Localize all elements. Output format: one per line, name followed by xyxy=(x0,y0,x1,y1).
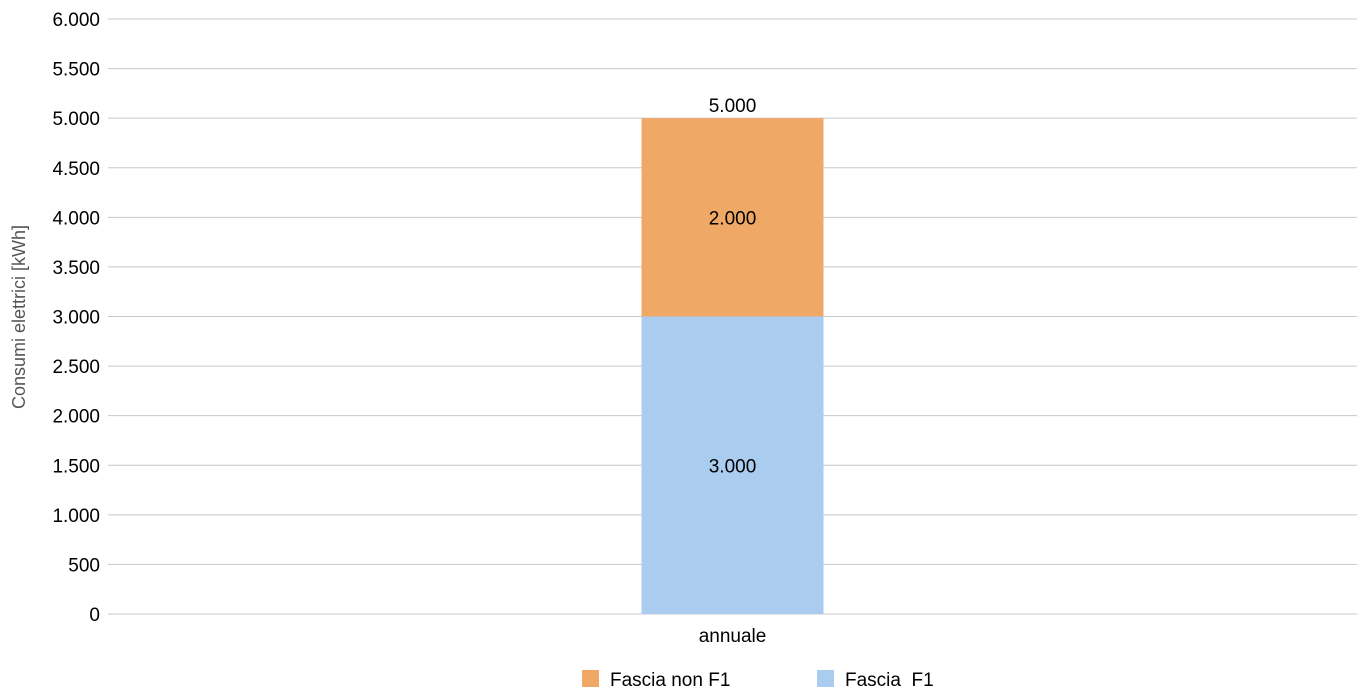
legend: Fascia non F1 Fascia F1 xyxy=(582,670,934,689)
data-labels: 3.000 2.000 5.000 xyxy=(709,96,757,477)
y-axis-title: Consumi elettrici [kWh] xyxy=(9,225,29,409)
x-tick-label: annuale xyxy=(699,626,767,647)
y-tick-label: 6.000 xyxy=(52,10,100,31)
y-tick-label: 2.500 xyxy=(52,357,100,378)
bars xyxy=(641,118,824,614)
y-tick-label: 4.000 xyxy=(52,208,100,229)
y-tick-label: 4.500 xyxy=(52,159,100,180)
bar-segment-fascia-f1 xyxy=(641,316,824,614)
y-tick-label: 5.500 xyxy=(52,60,100,81)
y-tick-label: 1.500 xyxy=(52,456,100,477)
y-tick-label: 3.000 xyxy=(52,308,100,329)
data-label-fascia-f1: 3.000 xyxy=(709,456,757,477)
y-tick-label: 5.000 xyxy=(52,109,100,130)
y-tick-label: 2.000 xyxy=(52,407,100,428)
y-axis-tick-labels: 0 500 1.000 1.500 2.000 2.500 3.000 3.500 4.000 4… xyxy=(52,10,100,626)
total-label: 5.000 xyxy=(709,96,757,117)
legend-swatch-fascia-f1 xyxy=(817,670,834,687)
y-tick-label: 1.000 xyxy=(52,506,100,527)
data-label-fascia-non-f1: 2.000 xyxy=(709,208,757,229)
x-axis-tick-labels: annuale xyxy=(699,626,767,647)
legend-label-fascia-non-f1: Fascia non F1 xyxy=(610,670,730,689)
legend-swatch-fascia-non-f1 xyxy=(582,670,599,687)
legend-label-fascia-f1: Fascia F1 xyxy=(845,670,934,689)
bar-segment-fascia-non-f1 xyxy=(641,118,824,317)
y-tick-label: 0 xyxy=(89,605,100,626)
y-tick-label: 3.500 xyxy=(52,258,100,279)
y-tick-label: 500 xyxy=(68,555,100,576)
